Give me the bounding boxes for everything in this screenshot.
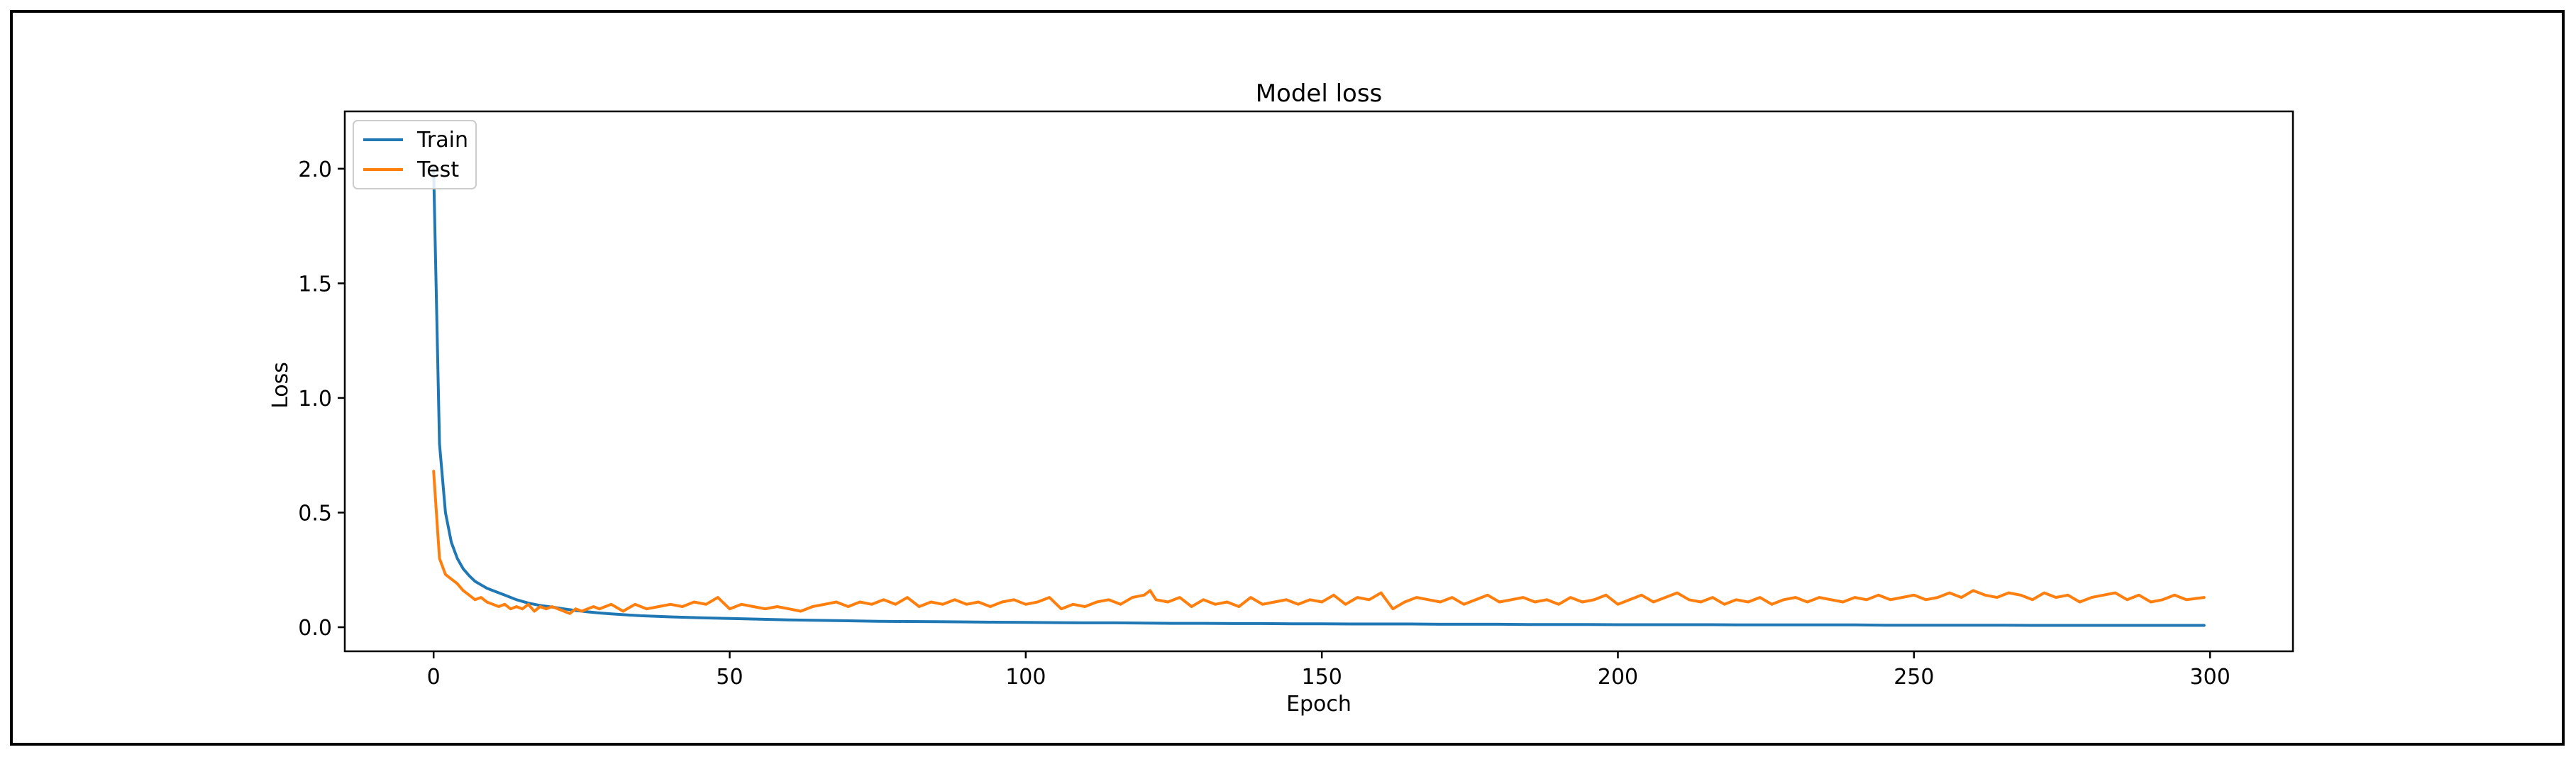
- chart-title: Model loss: [1256, 79, 1383, 108]
- y-tick-label: 2.0: [298, 158, 332, 182]
- y-tick-label: 1.5: [298, 272, 332, 297]
- series-lines: [432, 167, 2206, 627]
- x-tick-label: 100: [1005, 665, 1046, 690]
- y-tick-label: 1.0: [298, 387, 332, 411]
- x-tick-label: 250: [1894, 665, 1934, 690]
- legend-label-test: Test: [416, 158, 459, 182]
- y-axis-ticks: 0.0 0.5 1.0 1.5 2.0: [298, 158, 345, 641]
- x-axis-label: Epoch: [1286, 692, 1351, 717]
- legend-box: [353, 120, 477, 189]
- legend: Train Test: [353, 120, 477, 189]
- plot-area-frame: [343, 110, 2294, 653]
- x-tick-label: 200: [1598, 665, 1638, 690]
- x-tick-label: 50: [716, 665, 743, 690]
- y-tick-label: 0.0: [298, 616, 332, 641]
- x-tick-label: 150: [1302, 665, 1342, 690]
- series-line-test: [432, 470, 2206, 615]
- series-line-train: [432, 167, 2206, 627]
- x-tick-label: 300: [2190, 665, 2230, 690]
- figure-border: [10, 10, 2565, 746]
- legend-label-train: Train: [416, 128, 468, 153]
- y-tick-label: 0.5: [298, 501, 332, 526]
- x-tick-label: 0: [427, 665, 441, 690]
- x-axis-ticks: 0 50 100 150 200 250 300: [427, 651, 2230, 690]
- y-axis-label: Loss: [268, 362, 293, 409]
